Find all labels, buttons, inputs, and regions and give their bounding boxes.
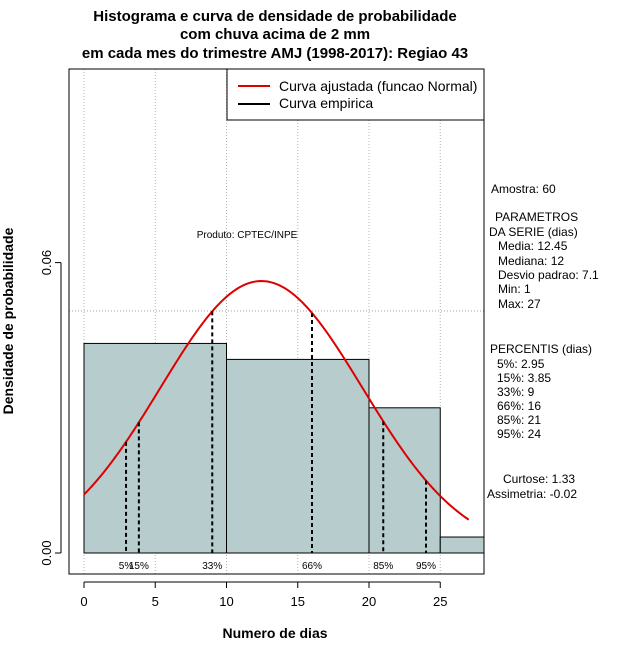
parametros-title: PARAMETROS <box>495 210 578 224</box>
x-tick-label-25: 25 <box>433 594 447 609</box>
produto-annotation: Produto: CPTEC/INPE <box>197 230 298 241</box>
chart-title-line-2: com chuva acima de 2 mm <box>180 26 370 43</box>
axes: 0 5 10 15 20 25 0.00 0.06 <box>39 250 447 609</box>
percentil-33: 33%: 9 <box>497 385 535 399</box>
normal-curve-path <box>83 280 470 521</box>
parametro-desvio: Desvio padrao: 7.1 <box>498 268 599 282</box>
chart-title-line-3: em cada mes do trimestre AMJ (1998-2017)… <box>82 45 468 62</box>
percentil-66: 66%: 16 <box>497 399 541 413</box>
assimetria-text: Assimetria: -0.02 <box>487 487 577 501</box>
curtose-text: Curtose: 1.33 <box>503 472 575 486</box>
parametro-min: Min: 1 <box>498 282 531 296</box>
percentile-label-2: 33% <box>202 561 222 572</box>
legend-label-empirica: Curva empirica <box>279 95 373 111</box>
histogram-bar-3 <box>439 536 485 554</box>
legend-label-normal: Curva ajustada (funcao Normal) <box>279 78 477 94</box>
percentile-label-4: 85% <box>373 561 393 572</box>
percentile-label-0: 5% <box>119 561 134 572</box>
y-tick-label-0: 0.00 <box>39 540 54 565</box>
percentil-85: 85%: 21 <box>497 413 541 427</box>
x-tick-label-10: 10 <box>219 594 233 609</box>
percentile-lines: 5%15% 33% 66% 85% 95% <box>119 311 436 572</box>
percentil-95: 95%: 24 <box>497 427 541 441</box>
legend: Curva ajustada (funcao Normal) Curva emp… <box>226 68 485 121</box>
y-axis-label: Densidade de probabilidade <box>0 227 16 414</box>
histogram-bar-0 <box>83 342 227 554</box>
parametro-media: Media: 12.45 <box>498 239 568 253</box>
normal-curve <box>83 280 470 521</box>
histogram-bar-1 <box>226 358 370 554</box>
legend-box <box>226 68 485 121</box>
percentil-15: 15%: 3.85 <box>497 371 551 385</box>
x-tick-label-20: 20 <box>362 594 376 609</box>
x-axis-label: Numero de dias <box>222 625 327 641</box>
side-statistics: Amostra: 60 PARAMETROS DA SERIE (dias) M… <box>487 182 599 501</box>
histogram-bars <box>83 342 485 554</box>
x-tick-label-0: 0 <box>80 594 87 609</box>
percentile-label-5: 95% <box>416 561 436 572</box>
percentile-label-3: 66% <box>302 561 322 572</box>
parametros-subtitle: DA SERIE (dias) <box>489 225 578 239</box>
x-tick-label-15: 15 <box>291 594 305 609</box>
chart-title-line-1: Histograma e curva de densidade de proba… <box>93 8 456 25</box>
histogram-bar-2 <box>368 407 441 554</box>
percentis-title: PERCENTIS (dias) <box>490 342 592 356</box>
parametro-mediana: Mediana: 12 <box>498 254 564 268</box>
y-tick-label-1: 0.06 <box>39 250 54 275</box>
x-tick-label-5: 5 <box>152 594 159 609</box>
amostra-text: Amostra: 60 <box>491 182 556 196</box>
percentile-label-1: 15% <box>129 561 149 572</box>
percentil-5: 5%: 2.95 <box>497 357 545 371</box>
parametro-max: Max: 27 <box>498 297 541 311</box>
